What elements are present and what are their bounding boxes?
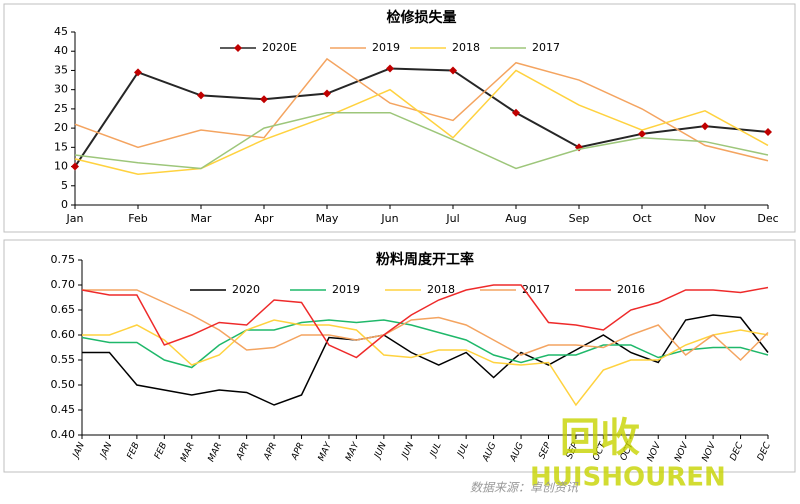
legend-marker <box>234 44 242 52</box>
x-tick-label: May <box>316 212 339 225</box>
x-tick-label: Jun <box>380 212 398 225</box>
legend-label: 2017 <box>532 41 560 54</box>
y-tick-label: 0.60 <box>51 328 76 341</box>
y-tick-label: 30 <box>54 83 68 96</box>
x-tick-label: Mar <box>191 212 212 225</box>
legend-label: 2017 <box>522 283 550 296</box>
series-line <box>74 67 769 168</box>
legend-label: 2019 <box>372 41 400 54</box>
x-tick-label: Oct <box>632 212 652 225</box>
series-line <box>74 69 769 176</box>
y-tick-label: 0.65 <box>51 303 76 316</box>
y-tick-label: 0.50 <box>51 378 76 391</box>
marker <box>71 162 79 171</box>
y-tick-label: 0.40 <box>51 428 76 441</box>
marker <box>197 91 205 100</box>
x-tick-label: Feb <box>128 212 147 225</box>
y-tick-label: 20 <box>54 121 68 134</box>
y-tick-label: 40 <box>54 44 68 57</box>
x-tick-label: Jul <box>445 212 459 225</box>
x-tick-label: Dec <box>757 212 778 225</box>
legend-label: 2019 <box>332 283 360 296</box>
y-tick-label: 0.45 <box>51 403 76 416</box>
legend-label: 2016 <box>617 283 645 296</box>
marker <box>638 129 646 138</box>
chart: 检修损失量 0 5 10 15 20 25 30 35 40 45 Jan Feb Mar Apr May Ju… <box>54 9 779 225</box>
marker <box>764 127 772 136</box>
x-tick-label: Aug <box>505 212 526 225</box>
y-tick-label: 0.70 <box>51 278 76 291</box>
y-tick-label: 0.55 <box>51 353 76 366</box>
series-line <box>82 289 769 362</box>
series-line <box>82 314 769 406</box>
watermark: 回收 <box>560 415 640 461</box>
y-tick-label: 15 <box>54 140 68 153</box>
legend-label: 2020E <box>262 41 297 54</box>
y-tick-label: 10 <box>54 160 68 173</box>
legend-label: 2020 <box>232 283 260 296</box>
marker <box>386 64 394 73</box>
chart-frame <box>3 3 796 233</box>
marker <box>449 66 457 75</box>
y-tick-label: 5 <box>61 179 68 192</box>
marker <box>512 108 520 117</box>
legend-label: 2018 <box>452 41 480 54</box>
y-tick-label: 35 <box>54 63 68 76</box>
series-line <box>81 284 769 359</box>
watermark-text: HUISHOUREN <box>530 463 726 493</box>
series-line <box>82 319 769 407</box>
x-tick-label: Nov <box>694 212 716 225</box>
legend-label: 2018 <box>427 283 455 296</box>
marker <box>701 122 709 131</box>
y-tick-label: 45 <box>54 25 68 38</box>
y-tick-label: 25 <box>54 102 68 115</box>
y-tick-label: 0.75 <box>51 253 76 266</box>
x-tick-label: Apr <box>254 212 274 225</box>
series-line <box>74 111 769 170</box>
series-line <box>74 57 769 162</box>
marker <box>134 68 142 77</box>
x-tick-label: Sep <box>569 212 590 225</box>
marker <box>260 95 268 104</box>
source: 数据来源：卓创资讯 <box>470 481 579 495</box>
marker <box>323 89 331 98</box>
y-tick-label: 0 <box>61 198 68 211</box>
x-tick-label: Jan <box>66 212 84 225</box>
chart-title: 粉料周度开工率 <box>376 251 474 268</box>
chart-title: 检修损失量 <box>387 9 457 26</box>
